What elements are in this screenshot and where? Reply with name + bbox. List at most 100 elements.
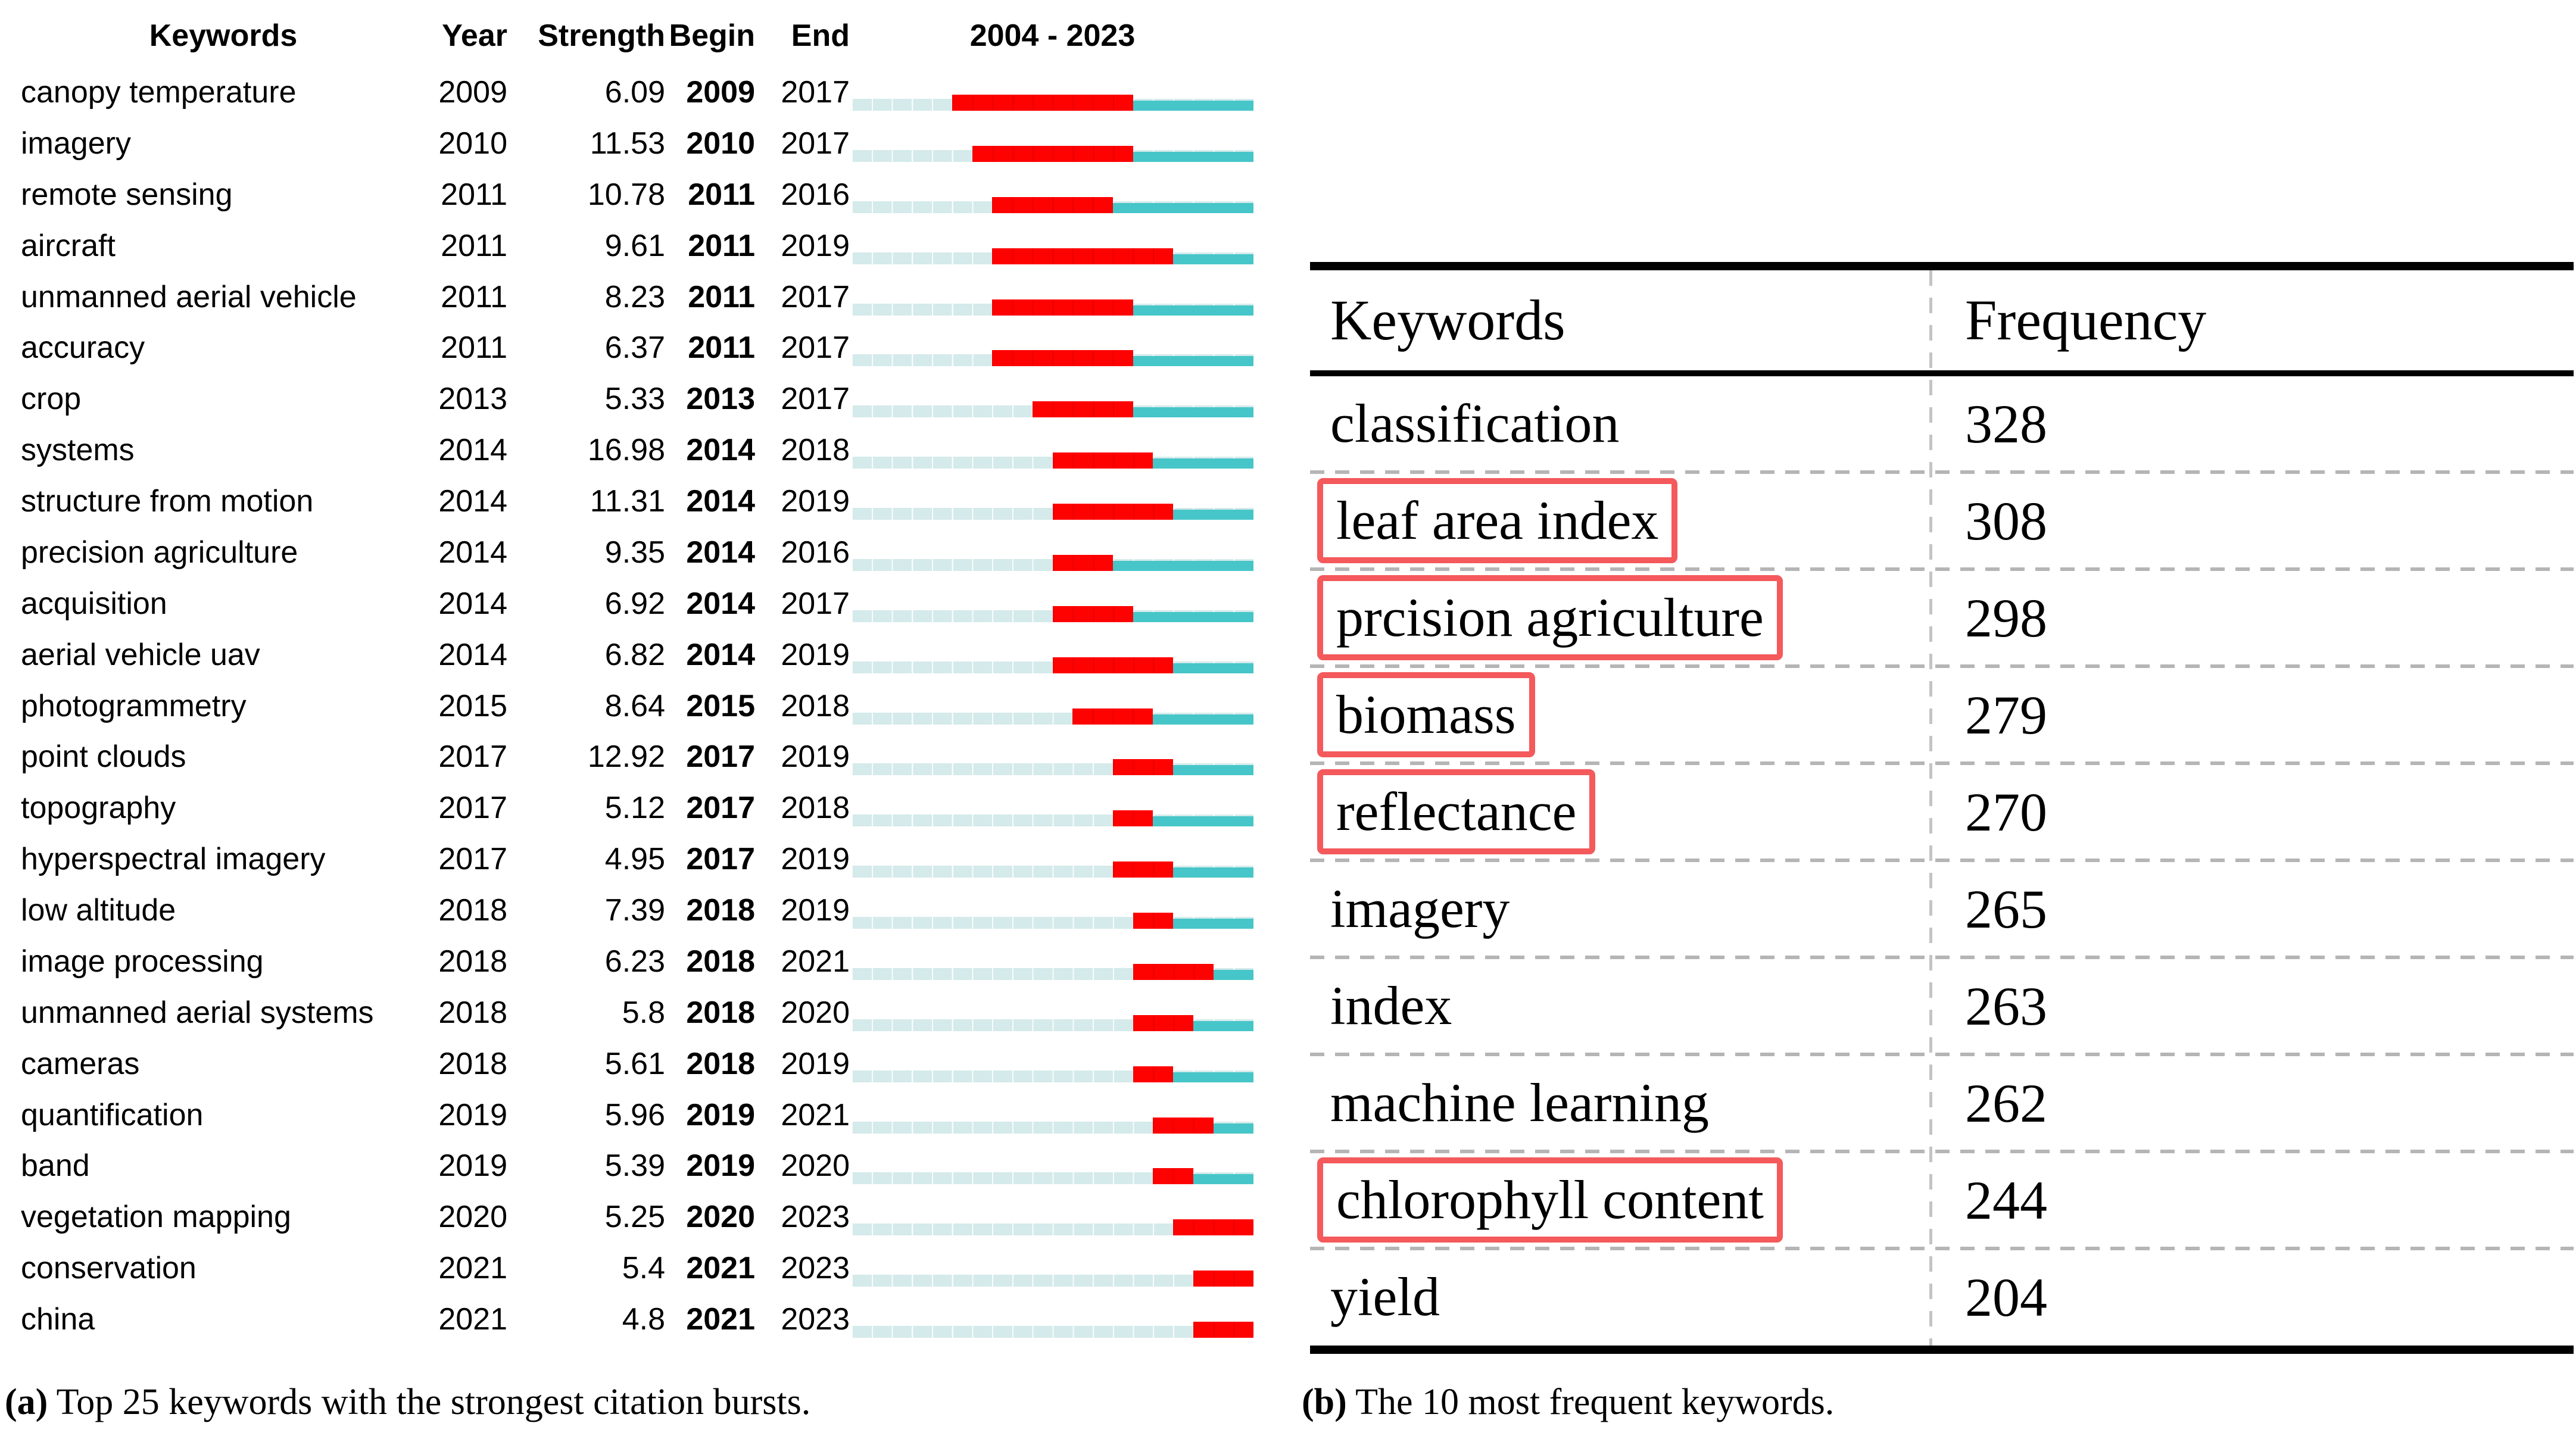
frequency-row: biomass 279 [1310,666,2574,765]
end-cell: 2019 [781,1046,850,1081]
frequency-cell: 263 [1965,975,2047,1037]
frequency-cell: 308 [1965,490,2047,551]
post-burst-segment [1133,611,1253,622]
row-separator [1310,664,2574,668]
frequency-row: machine learning 262 [1310,1054,2574,1153]
frequency-cell: 265 [1965,878,2047,939]
keyword-cell: acquisition [21,586,167,621]
burst-row: quantification 2019 5.96 2019 2021 [0,1090,1286,1141]
year-cell: 2011 [441,279,507,314]
column-header-begin: Begin [669,18,755,53]
keyword-label: biomass [1317,672,1535,758]
keyword-cell: band [21,1148,90,1184]
keyword-cell: image processing [21,944,264,979]
end-cell: 2016 [781,177,850,212]
burst-row: crop 2013 5.33 2013 2017 [0,373,1286,424]
year-cell: 2011 [441,330,507,366]
row-separator [1310,470,2574,474]
frequency-row: index 263 [1310,957,2574,1056]
burst-segment [1112,810,1153,827]
strength-cell: 5.12 [604,791,665,826]
post-burst-segment [1173,919,1253,929]
begin-cell: 2011 [688,228,755,263]
keyword-cell: machine learning [1330,1054,1709,1151]
burst-segment [1133,1066,1173,1082]
post-burst-segment [1153,458,1253,469]
burst-row: china 2021 4.8 2021 2023 [0,1294,1286,1345]
keyword-cell: photogrammetry [21,688,247,723]
keyword-cell: classification [1330,375,1619,472]
strength-cell: 4.95 [604,842,665,877]
year-cell: 2018 [438,893,507,928]
keyword-cell: chlorophyll content [1317,1151,1783,1248]
post-burst-segment [1213,969,1253,980]
end-cell: 2017 [781,382,850,417]
end-cell: 2017 [781,279,850,314]
end-cell: 2021 [781,944,850,979]
burst-row: remote sensing 2011 10.78 2011 2016 [0,169,1286,220]
post-burst-segment [1173,254,1253,264]
row-separator [1310,1247,2574,1250]
year-cell: 2009 [438,75,507,110]
burst-row: aerial vehicle uav 2014 6.82 2014 2019 [0,629,1286,681]
begin-cell: 2014 [686,535,755,570]
post-burst-segment [1173,1072,1253,1082]
burst-segment [1052,605,1133,622]
post-burst-segment [1173,867,1253,878]
end-cell: 2017 [781,586,850,621]
frequency-row: leaf area index 308 [1310,472,2574,571]
year-cell: 2015 [438,688,507,723]
burst-row: topography 2017 5.12 2017 2018 [0,782,1286,834]
strength-cell: 6.37 [604,330,665,366]
begin-cell: 2018 [686,944,755,979]
strength-cell: 5.39 [604,1148,665,1184]
burst-segment [972,145,1133,162]
burst-segment [1052,452,1153,469]
end-cell: 2017 [781,330,850,366]
strength-cell: 6.82 [604,637,665,672]
begin-cell: 2017 [686,791,755,826]
begin-cell: 2014 [686,433,755,468]
burst-segment [992,248,1173,264]
begin-cell: 2011 [688,330,755,366]
keyword-cell: index [1330,957,1452,1054]
timeline-track [852,1326,1253,1338]
begin-cell: 2017 [686,842,755,877]
strength-cell: 16.98 [587,433,665,468]
burst-segment [952,95,1133,111]
post-burst-segment [1173,663,1253,673]
post-burst-segment [1193,1020,1253,1031]
column-header-keywords-b: Keywords [1330,288,1565,352]
burst-segment [1052,554,1113,571]
year-cell: 2019 [438,1148,507,1184]
strength-cell: 10.78 [587,177,665,212]
frequency-cell: 262 [1965,1072,2047,1134]
table-bottom-border [1310,1346,2574,1354]
end-cell: 2019 [781,228,850,263]
end-cell: 2017 [781,75,850,110]
end-cell: 2019 [781,893,850,928]
year-cell: 2018 [438,995,507,1030]
keyword-label: prcision agriculture [1317,575,1783,661]
begin-cell: 2014 [686,484,755,519]
keyword-cell: cameras [21,1046,140,1081]
burst-row: acquisition 2014 6.92 2014 2017 [0,578,1286,629]
begin-cell: 2014 [686,637,755,672]
burst-row: systems 2014 16.98 2014 2018 [0,424,1286,476]
row-separator [1310,956,2574,959]
keyword-cell: low altitude [21,893,176,928]
year-cell: 2014 [438,433,507,468]
timeline-track [852,1223,1253,1236]
caption-a-text: Top 25 keywords with the strongest citat… [48,1382,811,1422]
strength-cell: 11.31 [590,484,665,519]
year-cell: 2011 [441,177,507,212]
burst-row: vegetation mapping 2020 5.25 2020 2023 [0,1191,1286,1243]
post-burst-segment [1133,407,1253,418]
row-separator [1310,761,2574,765]
burst-row: unmanned aerial systems 2018 5.8 2018 20… [0,987,1286,1038]
strength-cell: 8.64 [604,688,665,723]
burst-row: precision agriculture 2014 9.35 2014 201… [0,527,1286,578]
post-burst-segment [1213,1123,1253,1134]
year-cell: 2019 [438,1097,507,1132]
begin-cell: 2011 [688,279,755,314]
